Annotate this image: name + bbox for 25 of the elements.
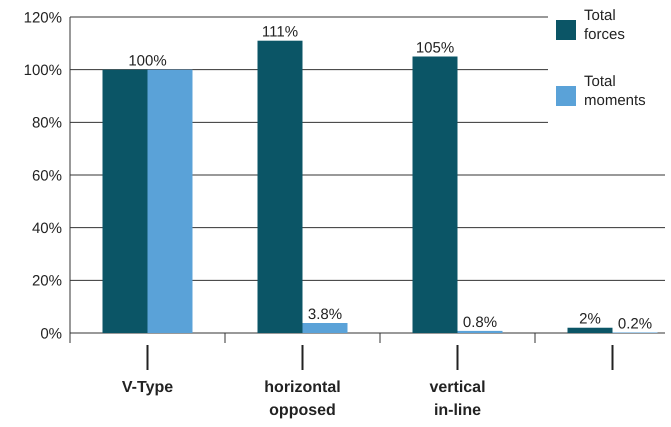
bar	[258, 40, 302, 333]
x-tick-label: vertical in-line	[429, 379, 486, 419]
x-tick-label: horizontal opposed	[264, 379, 341, 419]
legend-label: Total forces	[584, 7, 625, 43]
y-tick-label: 60%	[32, 167, 62, 184]
data-label: 0.2%	[618, 315, 652, 332]
y-tick-label: 100%	[24, 62, 62, 79]
data-label: 105%	[416, 40, 454, 56]
data-label: 3.8%	[308, 306, 342, 323]
data-label: 111%	[262, 24, 298, 41]
bar	[102, 70, 148, 333]
bar	[148, 70, 192, 333]
legend-label: Total moments	[584, 73, 646, 109]
x-tick-label: V-Type	[122, 379, 174, 396]
y-tick-label: 0%	[40, 325, 62, 342]
y-tick-label: 80%	[32, 114, 62, 132]
bar	[412, 56, 458, 333]
y-tick-label: 20%	[32, 272, 62, 290]
data-label: 100%	[128, 52, 167, 70]
y-tick-label: 120%	[24, 9, 62, 26]
bar	[568, 328, 612, 333]
data-label: 0.8%	[462, 314, 498, 331]
y-tick-label: 40%	[32, 220, 62, 237]
data-label: 2%	[579, 310, 601, 328]
bar	[302, 322, 348, 333]
